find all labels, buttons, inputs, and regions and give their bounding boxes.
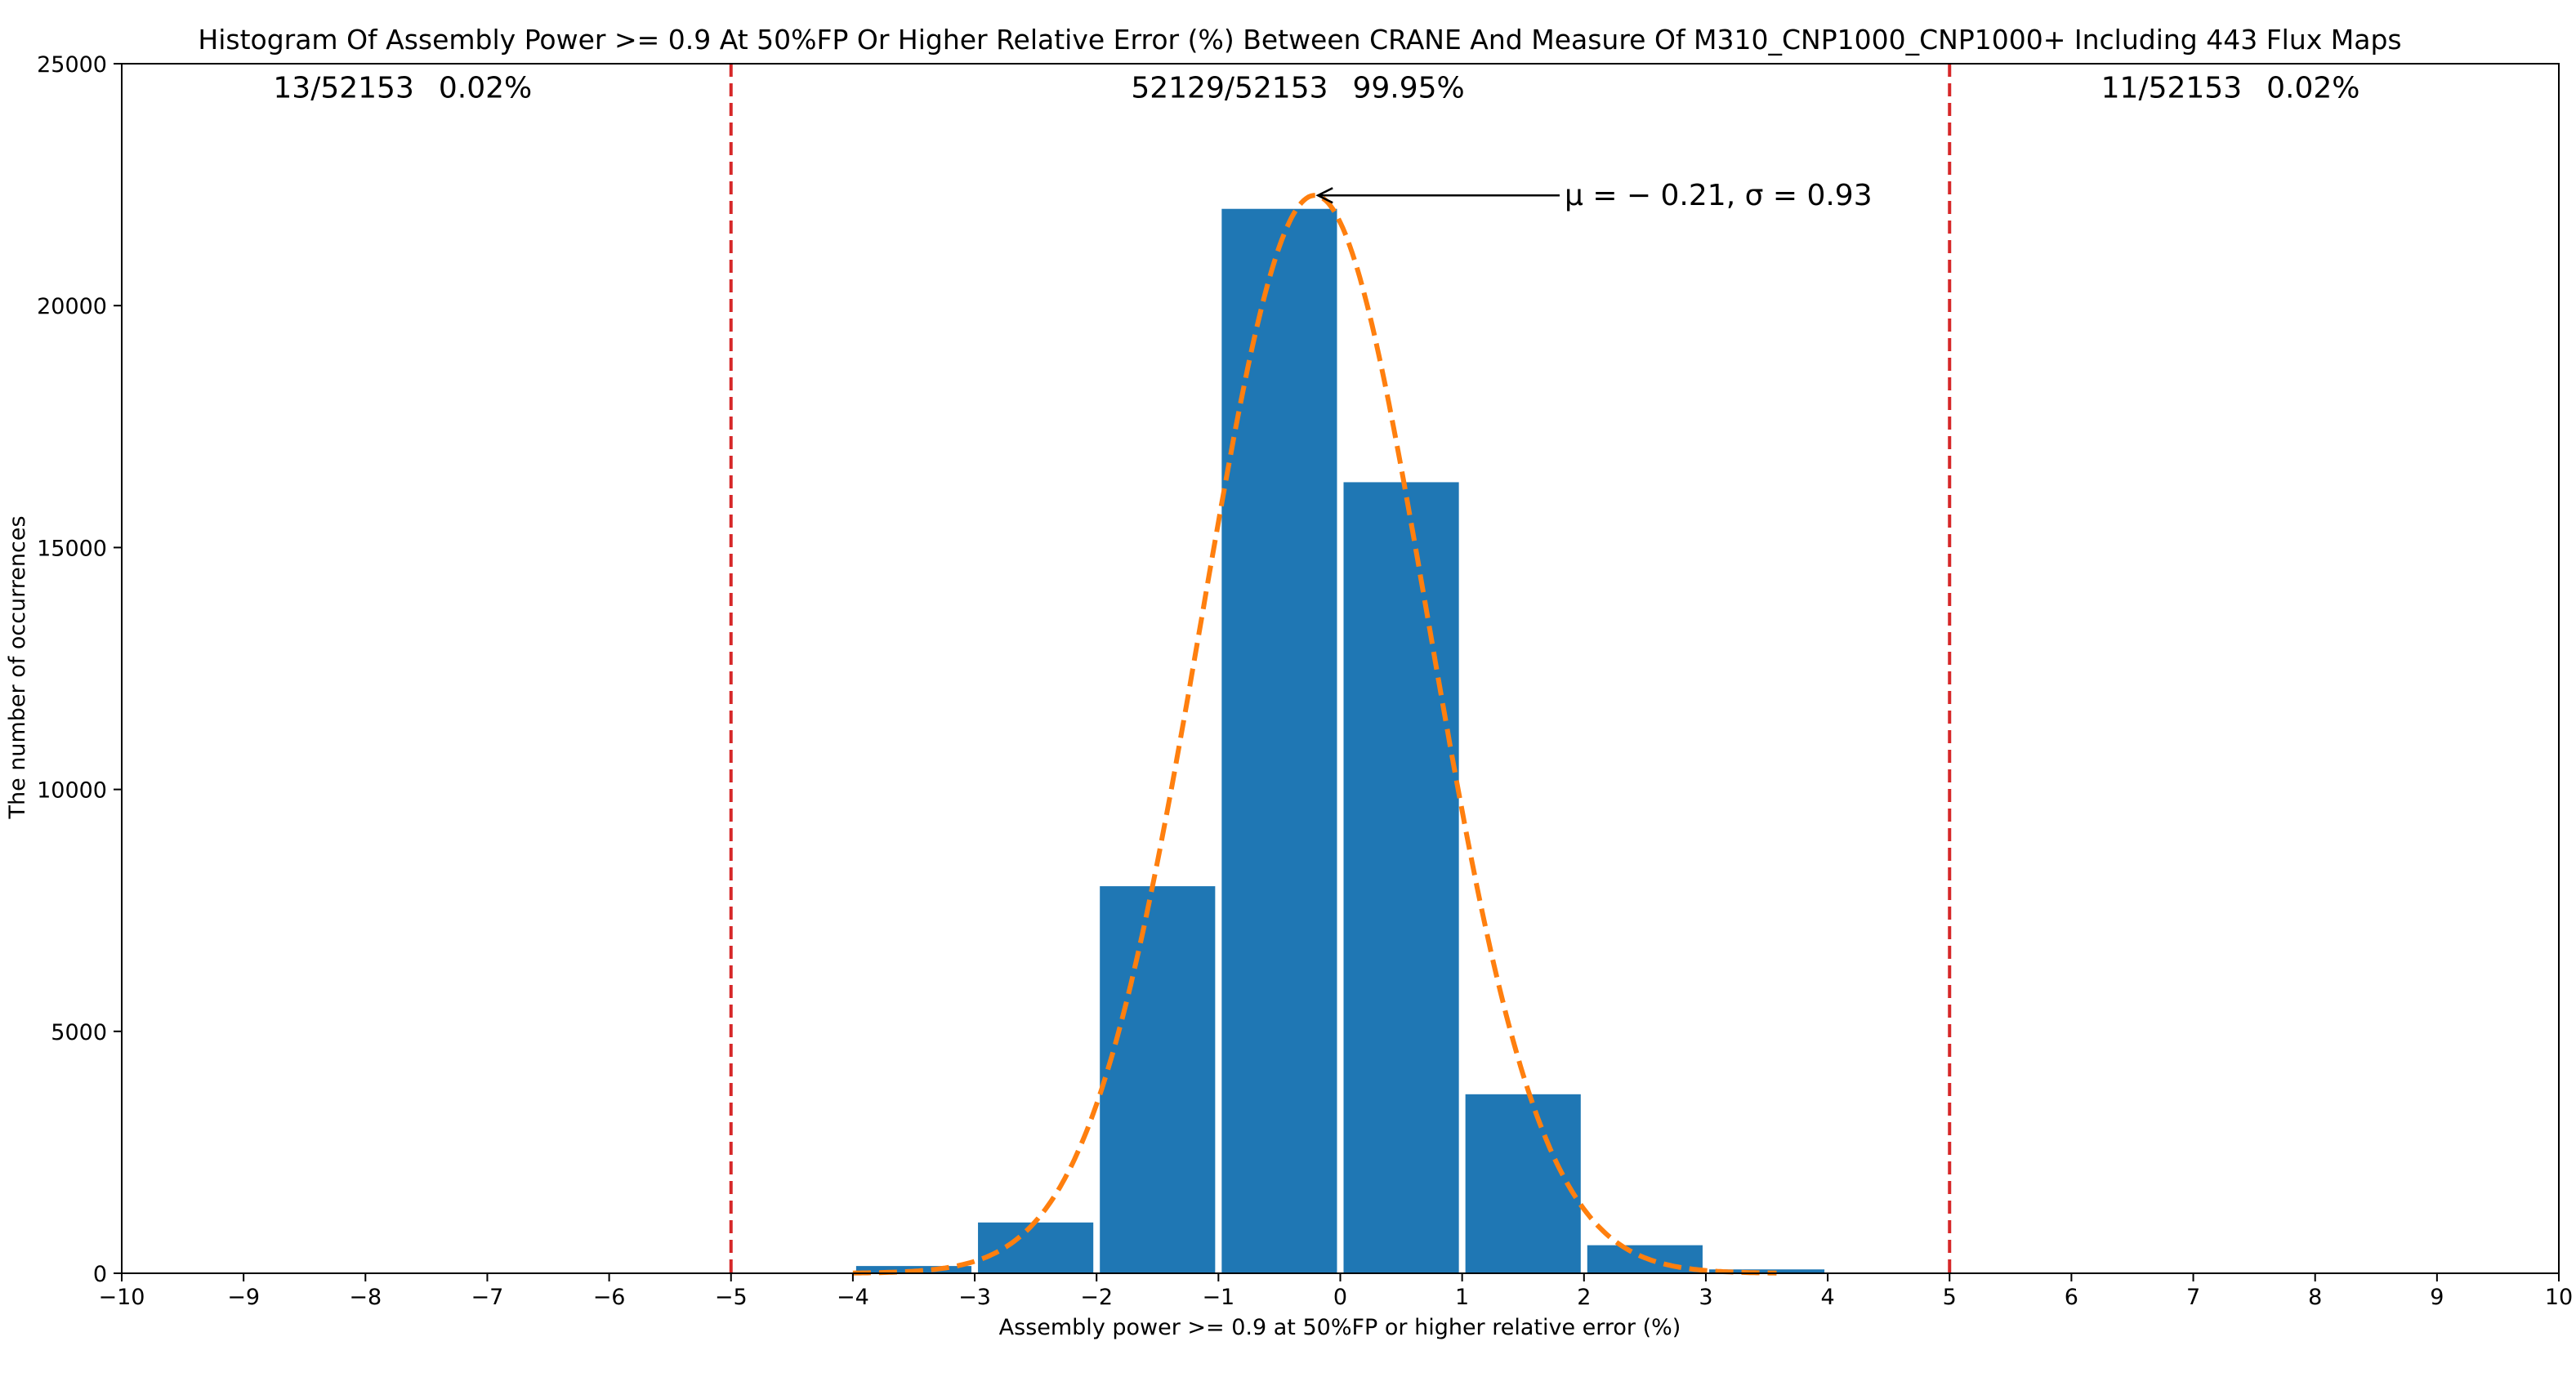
plot-frame bbox=[121, 63, 2560, 1274]
histogram-bar bbox=[1100, 886, 1216, 1273]
x-tick-label: −7 bbox=[471, 1285, 504, 1310]
y-tick-label: 0 bbox=[93, 1262, 107, 1287]
x-tick-label: 7 bbox=[2186, 1285, 2200, 1310]
fit-annotation-group: μ = − 0.21, σ = 0.93 bbox=[1315, 179, 1873, 212]
region-count-label: 11/52153 bbox=[2101, 71, 2242, 105]
x-tick-label: −8 bbox=[349, 1285, 382, 1310]
x-tick-label: 9 bbox=[2430, 1285, 2444, 1310]
x-tick-label: −1 bbox=[1202, 1285, 1234, 1310]
x-tick-label: 1 bbox=[1455, 1285, 1469, 1310]
region-labels-group: 13/52153 0.02% 52129/52153 99.95% 11/52153 0.… bbox=[273, 71, 2359, 105]
region-count-label: 52129/52153 bbox=[1131, 71, 1328, 105]
y-tick-label: 25000 bbox=[37, 52, 107, 78]
x-tick-label: −10 bbox=[99, 1285, 145, 1310]
x-tick-label: −3 bbox=[958, 1285, 991, 1310]
region-percent-label: 0.02% bbox=[439, 71, 532, 105]
x-tick-label: −2 bbox=[1080, 1285, 1113, 1310]
histogram-bar bbox=[1343, 482, 1459, 1273]
annotation-label: μ = − 0.21, σ = 0.93 bbox=[1565, 179, 1873, 212]
x-tick-label: 2 bbox=[1577, 1285, 1591, 1310]
x-tick-label: 6 bbox=[2065, 1285, 2078, 1310]
y-tick-label: 5000 bbox=[51, 1020, 107, 1045]
x-tick-label: −4 bbox=[837, 1285, 869, 1310]
histogram-bar bbox=[1465, 1094, 1581, 1273]
threshold-lines-group bbox=[729, 64, 1952, 1273]
y-tick-label: 10000 bbox=[37, 778, 107, 804]
histogram-bar bbox=[1708, 1269, 1825, 1273]
x-tick-label: 0 bbox=[1333, 1285, 1347, 1310]
bars-group bbox=[734, 208, 1947, 1274]
fit-curve-group bbox=[852, 193, 1777, 1276]
annotation-arrow-head bbox=[1315, 187, 1333, 204]
x-tick-label: 3 bbox=[1699, 1285, 1712, 1310]
x-tick-label: 8 bbox=[2308, 1285, 2322, 1310]
chart-title: Histogram Of Assembly Power >= 0.9 At 50… bbox=[198, 24, 2401, 56]
histogram-bar bbox=[978, 1222, 1094, 1273]
y-tick-label: 20000 bbox=[37, 294, 107, 319]
x-tick-label: 5 bbox=[1943, 1285, 1957, 1310]
histogram-bar bbox=[1221, 208, 1337, 1274]
region-percent-label: 0.02% bbox=[2266, 71, 2359, 105]
y-axis-ticks: 0 5000 10000 15000 20000 25000 bbox=[37, 52, 122, 1287]
x-axis-ticks: −10 −9 −8 −7 −6 −5 −4 −3 −2 −1 0 1 2 3 4 5 6 7 8 9 10 bbox=[99, 1273, 2573, 1310]
region-percent-label: 99.95% bbox=[1353, 71, 1465, 105]
fit-curve-line bbox=[852, 193, 1777, 1276]
x-tick-label: 10 bbox=[2545, 1285, 2573, 1310]
x-tick-label: 4 bbox=[1821, 1285, 1835, 1310]
region-count-label: 13/52153 bbox=[273, 71, 413, 105]
x-axis-label: Assembly power >= 0.9 at 50%FP or higher… bbox=[999, 1315, 1681, 1340]
x-tick-label: −5 bbox=[715, 1285, 748, 1310]
x-tick-label: −9 bbox=[227, 1285, 260, 1310]
y-tick-label: 15000 bbox=[37, 536, 107, 561]
x-tick-label: −6 bbox=[593, 1285, 626, 1310]
y-axis-label: The number of occurrences bbox=[5, 515, 30, 819]
